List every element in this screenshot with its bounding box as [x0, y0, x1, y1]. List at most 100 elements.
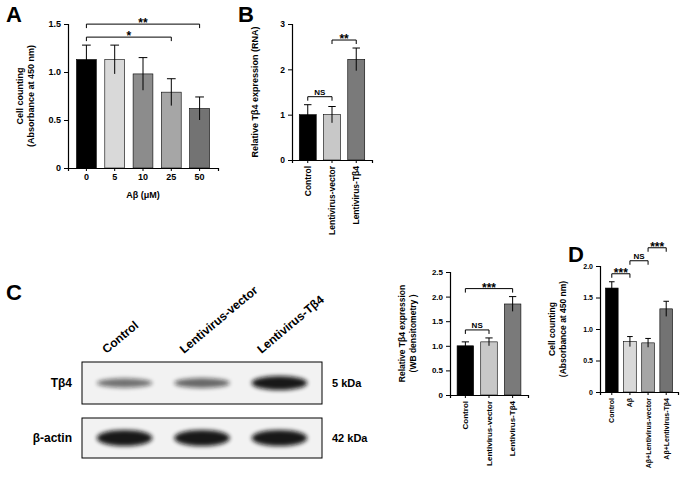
y-tick: 3 [280, 19, 292, 29]
bar [504, 304, 521, 395]
error-bar [462, 342, 469, 350]
error-bar [328, 107, 335, 123]
y-axis-title: Relative Tβ4 expression [397, 285, 407, 382]
bar [660, 309, 673, 392]
y-tick-mark [446, 297, 450, 298]
y-tick-label: 0 [589, 389, 593, 396]
error-bar-stem [199, 97, 200, 120]
panel-label: A [6, 2, 22, 27]
error-bar-cap [304, 104, 311, 105]
bar [624, 342, 637, 392]
error-bar-stem [465, 342, 466, 350]
y-tick: 1.0 [48, 67, 68, 77]
x-tick-mark [86, 168, 87, 171]
y-tick: 2.0 [583, 263, 600, 270]
figure: 00.51.01.505102550Cell counting(Absorban… [0, 0, 684, 481]
y-tick-mark [288, 24, 292, 25]
error-bar-cap [645, 338, 651, 339]
error-bar-stem [332, 107, 333, 123]
x-tick-label: 0 [84, 172, 89, 182]
error-bar-cap [485, 337, 492, 338]
y-tick: 1.0 [432, 342, 450, 351]
y-tick-label: 0 [280, 155, 285, 165]
y-tick-label: 1.0 [48, 67, 61, 77]
bar [605, 288, 618, 392]
x-tick-mark [512, 395, 513, 398]
y-tick: 0.5 [432, 366, 450, 375]
error-bar-stem [629, 337, 630, 347]
error-bar [485, 338, 492, 346]
y-axis-line [64, 25, 69, 169]
western-blot: ControlLentivirus-vectorLentivirus-Tβ4Tβ… [33, 283, 369, 458]
panel-label: D [568, 242, 584, 267]
y-tick-mark [596, 329, 600, 330]
band-label: Tβ4 [51, 376, 73, 390]
significance-bracket [630, 261, 648, 265]
y-tick-label: 1 [280, 110, 285, 120]
y-tick-mark [64, 120, 68, 121]
x-tick-mark [114, 168, 115, 171]
x-tick-label: Lentivirus-Tβ4 [351, 166, 361, 225]
error-bar-cap [353, 48, 360, 49]
blot-band [97, 378, 153, 387]
bar [481, 342, 498, 395]
significance-label: *** [614, 266, 628, 280]
x-tick: Aβ+Lentivirus-Tβ4 [663, 392, 671, 460]
y-axis: 0 1 2 3 [280, 19, 292, 165]
significance-label: NS [633, 252, 645, 261]
error-bar [195, 97, 204, 120]
y-tick: 0 [439, 391, 450, 400]
significance-label: NS [472, 321, 484, 330]
y-tick-label: 1.0 [432, 342, 444, 351]
y-tick: 2.0 [432, 293, 450, 302]
lane-label: Lentivirus-Tβ4 [254, 292, 327, 356]
error-bar-stem [307, 105, 308, 125]
y-tick-label: 1.5 [432, 317, 444, 326]
y-tick-label: 3 [280, 19, 285, 29]
panel: 00.51.01.52.0ControlAβAβ+Lentivirus-vect… [547, 240, 679, 468]
significance-label: * [127, 29, 132, 43]
y-axis-title: Cell counting [547, 302, 557, 356]
y-axis-title: Relative Tβ4 expression (RNA) [250, 26, 260, 157]
x-tick: Aβ [626, 392, 634, 407]
x-tick: Control [608, 392, 615, 423]
error-bar-cap [82, 45, 91, 46]
significance-label: ** [138, 16, 148, 30]
x-tick-label: Control [303, 166, 313, 196]
y-tick-mark [446, 272, 450, 273]
error-bar-cap [110, 45, 119, 46]
y-tick-label: 0.5 [432, 366, 444, 375]
lane-label: Control [100, 318, 142, 356]
error-bar [627, 337, 633, 347]
y-tick-mark [288, 160, 292, 161]
error-bar [139, 58, 148, 91]
plot-area [457, 297, 521, 395]
error-bar-cap [462, 341, 469, 342]
y-tick-label: 2 [280, 65, 285, 75]
y-tick: 0.5 [48, 115, 68, 125]
plot-area [299, 48, 364, 160]
y-axis-line [288, 25, 293, 161]
y-axis-title: (WB densitometry ) [408, 294, 418, 372]
y-tick: 0 [280, 155, 292, 165]
blot-frame [82, 418, 322, 458]
bar [348, 59, 365, 160]
x-tick-mark [611, 392, 612, 395]
bar [457, 346, 474, 395]
error-bar-cap [627, 336, 633, 337]
band-label: β-actin [33, 431, 72, 445]
x-tick: Lentivirus-Tβ4 [351, 160, 361, 225]
error-bar [353, 48, 360, 71]
y-tick-label: 1.5 [583, 294, 593, 301]
y-tick-label: 2.0 [432, 293, 444, 302]
y-tick-label: 2.5 [432, 268, 444, 277]
y-axis-line [446, 273, 451, 396]
error-bar-cap [139, 57, 148, 58]
x-tick-mark [648, 392, 649, 395]
x-tick: Aβ+Lentivirus-vector [645, 392, 653, 468]
y-tick: 1.5 [583, 294, 600, 301]
x-tick: Control [303, 160, 313, 196]
y-tick-label: 1.0 [583, 326, 593, 333]
x-tick: 10 [138, 168, 148, 182]
y-tick-mark [446, 370, 450, 371]
